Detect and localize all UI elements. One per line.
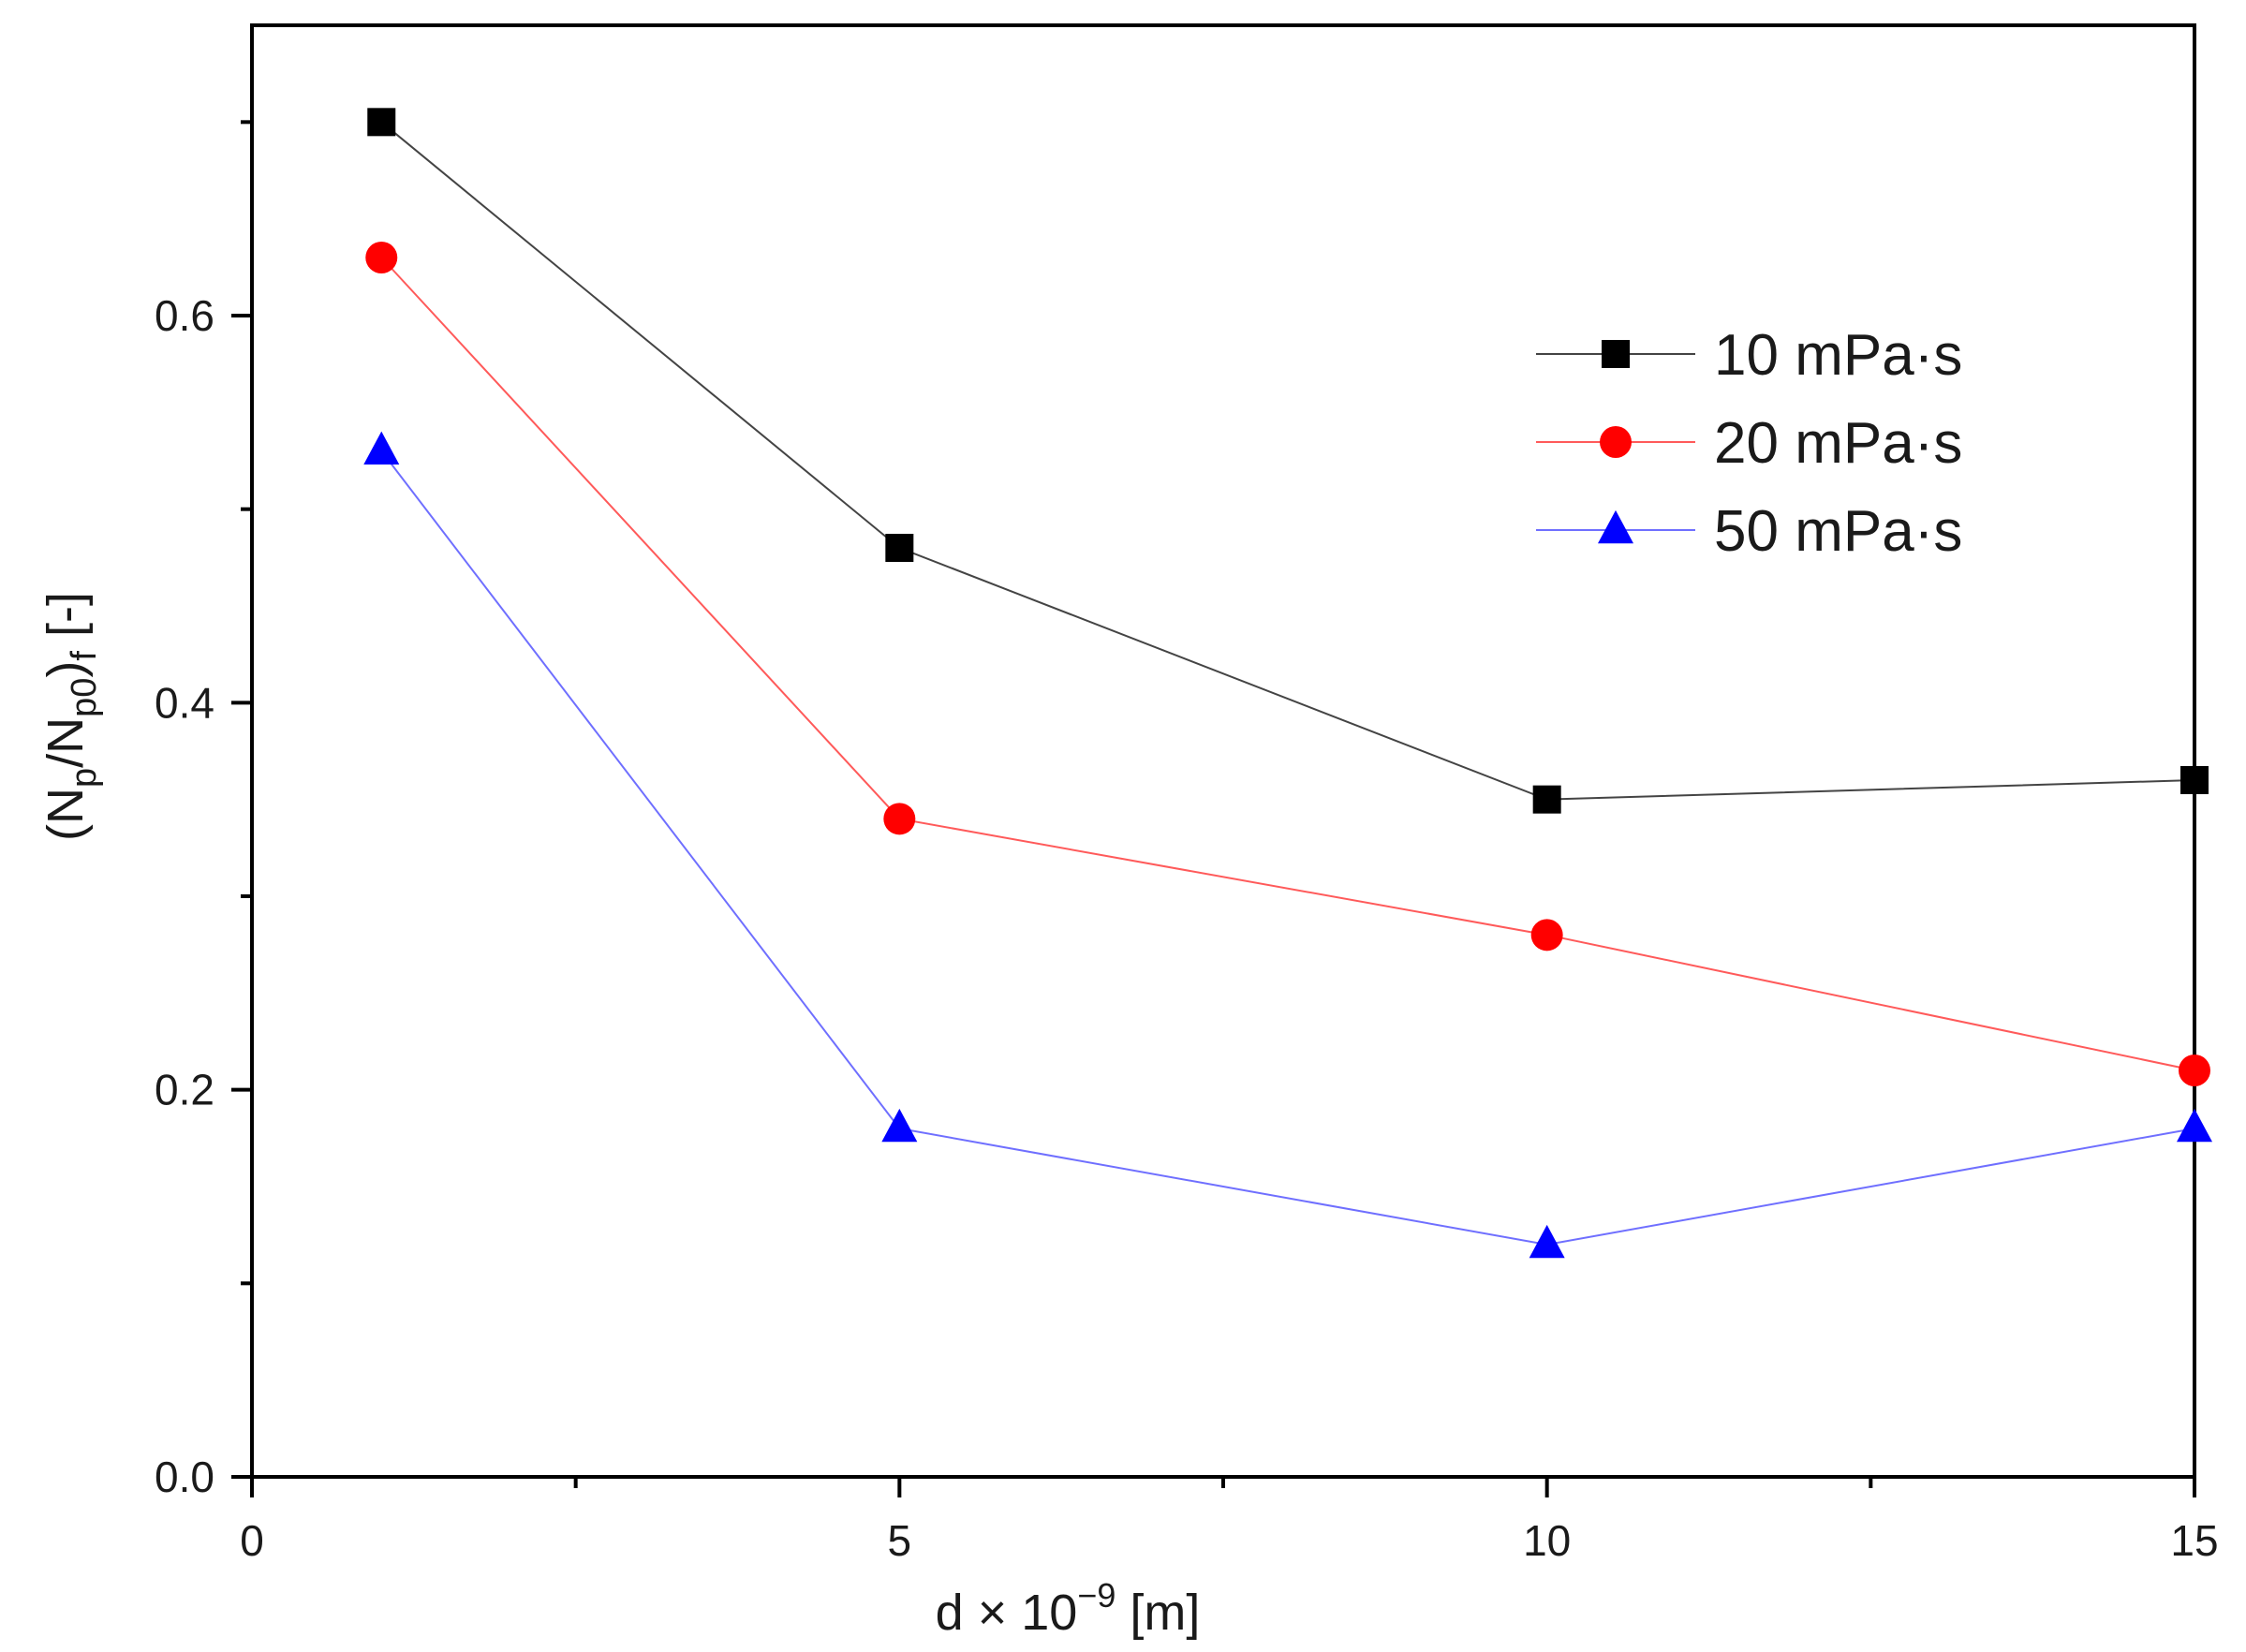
series-line — [380, 121, 2195, 801]
data-point — [1532, 785, 1561, 814]
x-tick-label: 0 — [240, 1516, 264, 1565]
legend-label: 50 mPa·s — [1714, 499, 1962, 564]
data-point — [365, 242, 398, 273]
y-tick-label: 0.2 — [155, 1066, 214, 1114]
y-tick-label: 0.0 — [155, 1453, 214, 1501]
series-1 — [367, 108, 2209, 814]
legend-marker — [1602, 340, 1630, 368]
data-point — [1530, 919, 1563, 951]
legend-marker — [1600, 426, 1632, 458]
data-series — [363, 108, 2212, 1259]
x-tick-label: 5 — [888, 1516, 912, 1565]
y-tick-label: 0.6 — [155, 291, 214, 340]
legend-item: 20 mPa·s — [1536, 411, 1962, 476]
y-axis-title: (Np/Np0)f [-] — [37, 592, 104, 841]
series-2 — [365, 242, 2210, 1086]
legend-label: 10 mPa·s — [1714, 323, 1962, 388]
series-3 — [363, 431, 2212, 1259]
data-point — [885, 534, 914, 562]
data-point — [881, 1108, 918, 1143]
plot-border — [250, 23, 2196, 1479]
data-point — [2180, 766, 2209, 794]
legend: 10 mPa·s 20 mPa·s 50 mPa·s — [1536, 323, 1962, 564]
y-tick-label: 0.4 — [155, 678, 214, 727]
data-point — [883, 803, 916, 835]
axis-ticks: 0 5 10 15 0.0 0.2 0.4 0.6 — [155, 120, 2219, 1565]
data-point — [2179, 1055, 2210, 1086]
legend-item: 10 mPa·s — [1536, 323, 1962, 388]
data-point — [1529, 1224, 1565, 1259]
data-point — [367, 108, 396, 137]
data-point — [363, 431, 400, 465]
series-line — [380, 257, 2195, 1071]
plot-frame — [250, 23, 2196, 1479]
x-axis-title: d × 10−9 [m] — [936, 1576, 1201, 1641]
legend-item: 50 mPa·s — [1536, 499, 1962, 564]
data-point — [2177, 1108, 2212, 1143]
legend-label: 20 mPa·s — [1714, 411, 1962, 476]
legend-marker — [1598, 509, 1633, 544]
x-tick-label: 10 — [1523, 1516, 1571, 1565]
x-tick-label: 15 — [2170, 1516, 2218, 1565]
series-line — [380, 450, 2195, 1246]
